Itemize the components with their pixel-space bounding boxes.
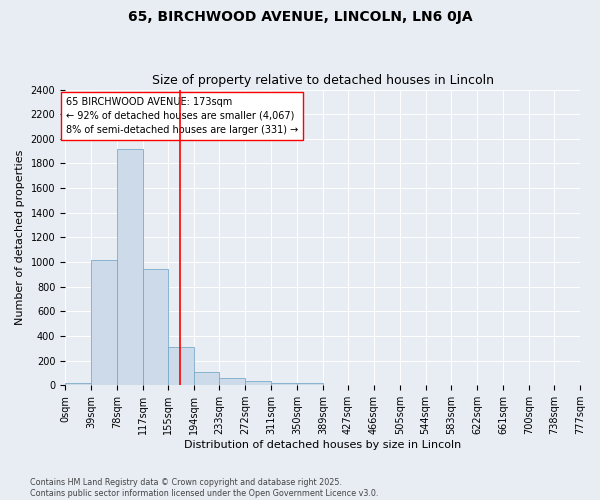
Bar xyxy=(220,378,245,385)
Text: Contains HM Land Registry data © Crown copyright and database right 2025.
Contai: Contains HM Land Registry data © Crown c… xyxy=(30,478,379,498)
Bar xyxy=(65,383,91,385)
Bar xyxy=(91,260,117,385)
Text: 65 BIRCHWOOD AVENUE: 173sqm
← 92% of detached houses are smaller (4,067)
8% of s: 65 BIRCHWOOD AVENUE: 173sqm ← 92% of det… xyxy=(67,97,299,135)
Bar xyxy=(245,381,271,385)
Bar xyxy=(168,347,194,385)
Bar xyxy=(271,383,297,385)
Y-axis label: Number of detached properties: Number of detached properties xyxy=(15,150,25,325)
X-axis label: Distribution of detached houses by size in Lincoln: Distribution of detached houses by size … xyxy=(184,440,461,450)
Bar xyxy=(143,270,169,385)
Text: 65, BIRCHWOOD AVENUE, LINCOLN, LN6 0JA: 65, BIRCHWOOD AVENUE, LINCOLN, LN6 0JA xyxy=(128,10,472,24)
Bar xyxy=(194,372,220,385)
Bar xyxy=(117,148,143,385)
Bar xyxy=(297,383,323,385)
Title: Size of property relative to detached houses in Lincoln: Size of property relative to detached ho… xyxy=(152,74,494,87)
